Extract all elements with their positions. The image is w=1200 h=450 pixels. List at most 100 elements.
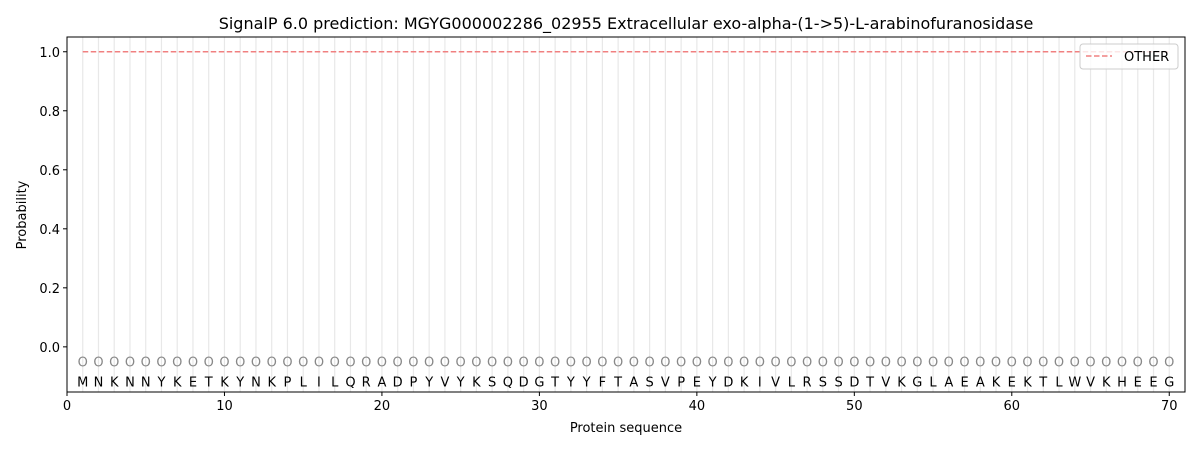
residue-label: W: [1068, 375, 1081, 390]
region-label: O: [377, 356, 387, 371]
residue-label: L: [1055, 375, 1063, 390]
y-tick-label: 0.8: [39, 105, 60, 120]
residue-label: K: [1102, 375, 1111, 390]
residue-label: K: [897, 375, 906, 390]
y-tick-label: 0.2: [39, 282, 60, 297]
residue-label: S: [819, 375, 827, 390]
region-label: O: [1038, 356, 1048, 371]
residue-label: K: [992, 375, 1001, 390]
residue-label: G: [912, 375, 922, 390]
region-label: O: [1117, 356, 1127, 371]
region-label: O: [78, 356, 88, 371]
region-label: O: [660, 356, 670, 371]
residue-label: Y: [566, 375, 575, 390]
residue-label: R: [803, 375, 812, 390]
region-label: O: [959, 356, 969, 371]
region-label: O: [1085, 356, 1095, 371]
region-label: O: [613, 356, 623, 371]
residue-label: E: [960, 375, 968, 390]
region-label: O: [424, 356, 434, 371]
residue-label: V: [661, 375, 670, 390]
region-label: O: [755, 356, 765, 371]
residue-label: T: [550, 375, 559, 390]
region-label: O: [739, 356, 749, 371]
residue-label: T: [204, 375, 213, 390]
region-label: O: [109, 356, 119, 371]
x-axis-label: Protein sequence: [570, 421, 682, 436]
region-label: O: [314, 356, 324, 371]
residue-label: T: [1038, 375, 1047, 390]
residue-label: A: [976, 375, 985, 390]
residue-label: E: [189, 375, 197, 390]
region-label: O: [1022, 356, 1032, 371]
region-label: O: [818, 356, 828, 371]
residue-label: T: [865, 375, 874, 390]
y-tick-label: 0.6: [39, 164, 60, 179]
residue-label: N: [251, 375, 261, 390]
residue-label: K: [220, 375, 229, 390]
residue-label: K: [267, 375, 276, 390]
residue-label: M: [77, 375, 88, 390]
region-label: O: [881, 356, 891, 371]
chart-title: SignalP 6.0 prediction: MGYG000002286_02…: [219, 14, 1034, 34]
residue-label: I: [317, 375, 321, 390]
x-axis: 0 10 20 30 40 50 60 70: [63, 392, 1178, 414]
region-label: O: [991, 356, 1001, 371]
region-label: O: [975, 356, 985, 371]
region-label: O: [896, 356, 906, 371]
residue-label: I: [758, 375, 762, 390]
region-label: O: [582, 356, 592, 371]
region-label: O: [865, 356, 875, 371]
residue-label: D: [849, 375, 859, 390]
grid-lines: [82, 37, 1170, 392]
region-label: O: [408, 356, 418, 371]
residue-label: Y: [424, 375, 433, 390]
region-label: O: [849, 356, 859, 371]
residue-label: D: [393, 375, 403, 390]
region-label: O: [361, 356, 371, 371]
residue-label: G: [1164, 375, 1174, 390]
region-label: O: [487, 356, 497, 371]
region-label: O: [1164, 356, 1174, 371]
x-tick-label: 70: [1161, 399, 1178, 414]
residue-label: Y: [456, 375, 465, 390]
residue-label: Y: [708, 375, 717, 390]
region-label: O: [928, 356, 938, 371]
legend: OTHER: [1079, 43, 1179, 70]
region-label: O: [770, 356, 780, 371]
region-label: O: [503, 356, 513, 371]
residue-label: Q: [503, 375, 513, 390]
residue-label: D: [723, 375, 733, 390]
residue-label: L: [300, 375, 308, 390]
residue-label: E: [693, 375, 701, 390]
region-label: O: [1101, 356, 1111, 371]
residue-label: Q: [345, 375, 355, 390]
region-label: O: [597, 356, 607, 371]
region-label: O: [345, 356, 355, 371]
residue-label: V: [771, 375, 780, 390]
region-label: O: [141, 356, 151, 371]
region-label: O: [786, 356, 796, 371]
region-label: O: [251, 356, 261, 371]
residue-label: A: [629, 375, 638, 390]
y-tick-label: 1.0: [39, 46, 60, 61]
region-label: O: [519, 356, 529, 371]
sequence-labels: OMONOKONONOYOKOEOTOKOYONOKOPOLOIOLOQOROA…: [77, 356, 1174, 391]
region-label: O: [188, 356, 198, 371]
residue-label: K: [472, 375, 481, 390]
legend-box: [1079, 43, 1179, 70]
region-label: O: [1007, 356, 1017, 371]
plot-frame: [66, 36, 1186, 393]
residue-label: K: [110, 375, 119, 390]
y-tick-label: 0.4: [39, 223, 60, 238]
region-label: O: [707, 356, 717, 371]
residue-label: V: [440, 375, 449, 390]
region-label: O: [219, 356, 229, 371]
region-label: O: [330, 356, 340, 371]
residue-label: S: [488, 375, 496, 390]
region-label: O: [172, 356, 182, 371]
residue-label: P: [284, 375, 292, 390]
region-label: O: [156, 356, 166, 371]
residue-label: F: [599, 375, 606, 390]
